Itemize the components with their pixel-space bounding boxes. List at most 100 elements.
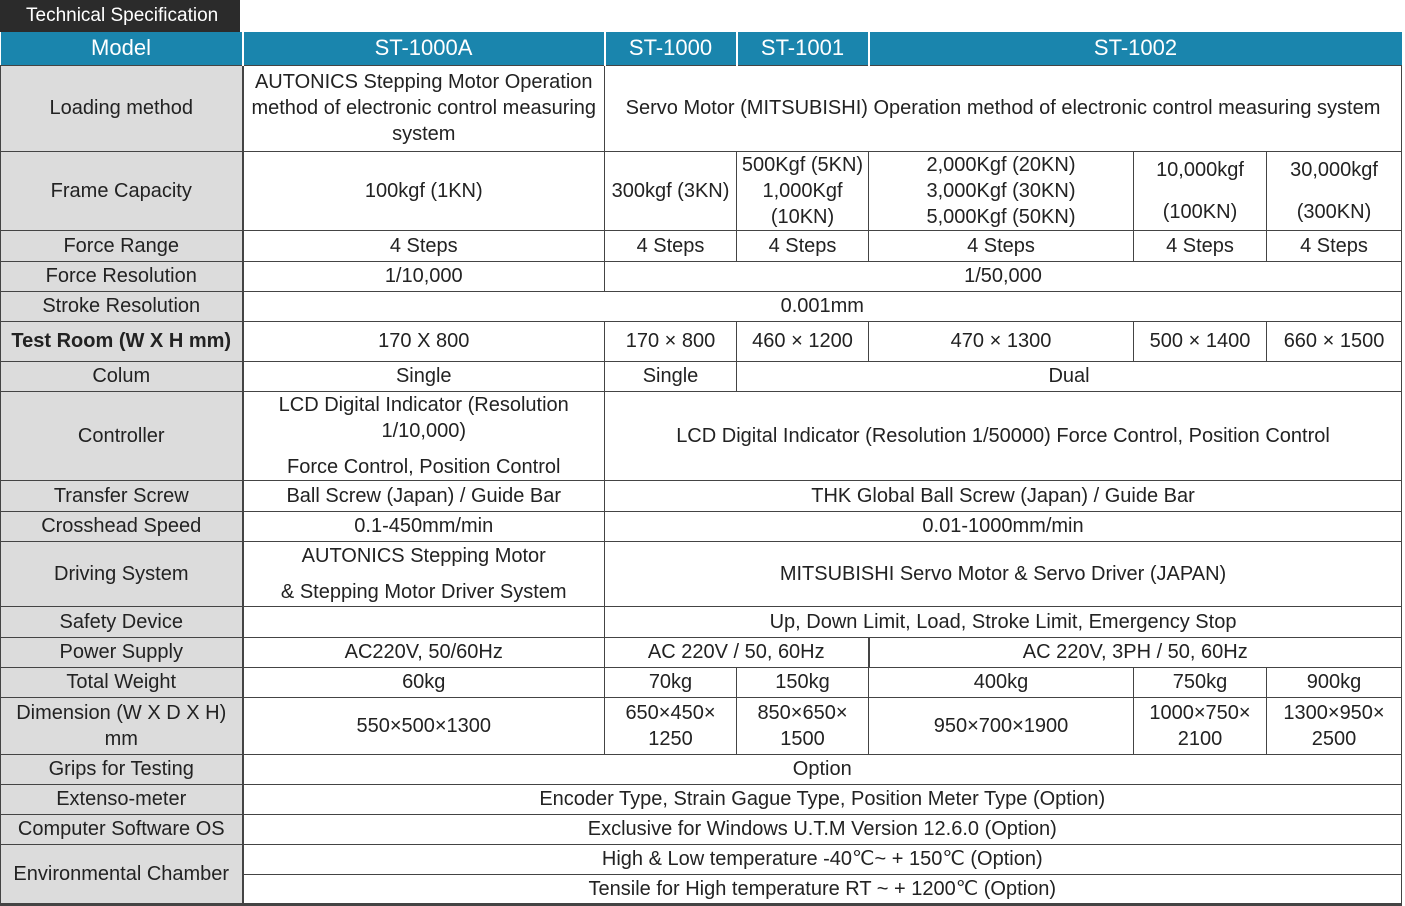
capacity-e-line2: (100KN) [1162, 200, 1238, 223]
header-model: Model [0, 32, 244, 65]
cell-test-room-e: 500 × 1400 [1133, 320, 1267, 362]
cell-weight-c: 150kg [736, 666, 869, 698]
label-crosshead-speed: Crosshead Speed [0, 510, 244, 542]
cell-dimension-b: 650×450× 1250 [604, 696, 737, 755]
cell-controller-a: LCD Digital Indicator (Resolution 1/10,0… [242, 390, 605, 481]
dimension-c-line2: 1500 [780, 727, 825, 750]
cell-power-def: AC 220V, 3PH / 50, 60Hz [867, 636, 1403, 668]
label-transfer-screw: Transfer Screw [0, 479, 244, 512]
dimension-c-line1: 850×650× [757, 701, 848, 724]
cell-test-room-d: 470 × 1300 [868, 320, 1134, 362]
dimension-b-line2: 1250 [648, 727, 693, 750]
header-row: Model ST-1000A ST-1000 ST-1001 ST-1002 [0, 32, 1402, 65]
label-power-supply: Power Supply [0, 636, 244, 668]
label-driving-system: Driving System [0, 540, 244, 607]
controller-a-line2: Force Control, Position Control [287, 455, 561, 478]
label-stroke-resolution: Stroke Resolution [0, 290, 244, 322]
cell-force-range-f: 4 Steps [1265, 229, 1403, 262]
cell-capacity-c: 500Kgf (5KN) 1,000Kgf (10KN) [736, 150, 869, 231]
dimension-b-line1: 650×450× [625, 701, 716, 724]
label-grips: Grips for Testing [0, 753, 244, 785]
row-power-supply: Power Supply AC220V, 50/60Hz AC 220V / 5… [0, 636, 1403, 668]
label-loading-method: Loading method [0, 64, 244, 152]
cell-software-all: Exclusive for Windows U.T.M Version 12.6… [241, 813, 1403, 845]
cell-transfer-rest: THK Global Ball Screw (Japan) / Guide Ba… [603, 479, 1403, 512]
cell-weight-d: 400kg [868, 666, 1134, 698]
row-crosshead-speed: Crosshead Speed 0.1-450mm/min 0.01-1000m… [0, 510, 1403, 542]
row-extenso-meter: Extenso-meter Encoder Type, Strain Gague… [0, 783, 1403, 815]
dimension-e-line2: 2100 [1177, 727, 1223, 750]
cell-speed-a: 0.1-450mm/min [242, 510, 605, 542]
cell-dimension-f: 1300×950× 2500 [1265, 696, 1403, 755]
cell-force-range-a: 4 Steps [242, 229, 605, 262]
label-frame-capacity: Frame Capacity [0, 150, 244, 231]
header-st-1001: ST-1001 [736, 32, 870, 65]
cell-driving-a: AUTONICS Stepping Motor & Stepping Motor… [242, 540, 605, 607]
cell-test-room-b: 170 × 800 [604, 320, 737, 362]
row-colum: Colum Single Single Dual [0, 360, 1403, 392]
driving-a-line1: AUTONICS Stepping Motor [301, 544, 546, 567]
cell-grips-all: Option [241, 753, 1403, 785]
label-force-range: Force Range [0, 229, 244, 262]
cell-stroke-res-all: 0.001mm [241, 290, 1403, 322]
row-dimension: Dimension (W X D X H) mm 550×500×1300 65… [0, 696, 1403, 755]
row-software-os: Computer Software OS Exclusive for Windo… [0, 813, 1403, 845]
cell-force-range-b: 4 Steps [604, 229, 737, 262]
cell-loading-rest: Servo Motor (MITSUBISHI) Operation metho… [603, 64, 1403, 152]
cell-test-room-f: 660 × 1500 [1265, 320, 1403, 362]
cell-safety-a [242, 605, 605, 638]
cell-driving-rest: MITSUBISHI Servo Motor & Servo Driver (J… [603, 540, 1403, 607]
cell-colum-rest: Dual [735, 360, 1403, 392]
dimension-f-line2: 2500 [1311, 727, 1357, 750]
cell-weight-f: 900kg [1265, 666, 1403, 698]
section-title-tab: Technical Specification [0, 0, 240, 32]
cell-power-bc: AC 220V / 50, 60Hz [604, 636, 870, 668]
capacity-f-line1: 30,000kgf [1290, 158, 1378, 181]
row-total-weight: Total Weight 60kg 70kg 150kg 400kg 750kg… [0, 666, 1403, 698]
label-colum: Colum [0, 360, 244, 392]
cell-capacity-f: 30,000kgf (300KN) [1265, 150, 1403, 231]
cell-force-range-e: 4 Steps [1133, 229, 1267, 262]
cell-test-room-a: 170 X 800 [242, 320, 605, 362]
cell-dimension-c: 850×650× 1500 [736, 696, 869, 755]
row-grips: Grips for Testing Option [0, 753, 1403, 785]
row-controller: Controller LCD Digital Indicator (Resolu… [0, 390, 1403, 481]
row-chamber-1: Environmental Chamber High & Low tempera… [0, 843, 1403, 905]
row-frame-capacity: Frame Capacity 100kgf (1KN) 300kgf (3KN)… [0, 150, 1403, 231]
cell-force-res-a: 1/10,000 [242, 260, 605, 292]
label-controller: Controller [0, 390, 244, 481]
row-test-room: Test Room (W X H mm) 170 X 800 170 × 800… [0, 320, 1403, 362]
cell-power-a: AC220V, 50/60Hz [242, 636, 605, 668]
cell-colum-a: Single [242, 360, 605, 392]
cell-safety-rest: Up, Down Limit, Load, Stroke Limit, Emer… [603, 605, 1403, 638]
cell-dimension-d: 950×700×1900 [868, 696, 1134, 755]
cell-controller-rest: LCD Digital Indicator (Resolution 1/5000… [603, 390, 1403, 481]
cell-weight-a: 60kg [242, 666, 605, 698]
cell-transfer-a: Ball Screw (Japan) / Guide Bar [242, 479, 605, 512]
cell-capacity-e: 10,000kgf (100KN) [1133, 150, 1267, 231]
row-safety-device: Safety Device Up, Down Limit, Load, Stro… [0, 605, 1403, 638]
capacity-d-line1: 2,000Kgf (20KN) [926, 153, 1076, 176]
capacity-e-line1: 10,000kgf [1156, 158, 1244, 181]
driving-a-line2: & Stepping Motor Driver System [280, 580, 567, 603]
header-st-1000: ST-1000 [604, 32, 738, 65]
cell-capacity-d: 2,000Kgf (20KN) 3,000Kgf (30KN) 5,000Kgf… [868, 150, 1134, 231]
row-transfer-screw: Transfer Screw Ball Screw (Japan) / Guid… [0, 479, 1403, 512]
row-force-range: Force Range 4 Steps 4 Steps 4 Steps 4 St… [0, 229, 1403, 262]
label-test-room: Test Room (W X H mm) [0, 320, 244, 362]
cell-test-room-c: 460 × 1200 [736, 320, 869, 362]
cell-force-res-rest: 1/50,000 [603, 260, 1403, 292]
dimension-e-line1: 1000×750× [1149, 701, 1251, 724]
capacity-c-line2: 1,000Kgf [762, 179, 843, 202]
label-force-resolution: Force Resolution [0, 260, 244, 292]
row-driving-system: Driving System AUTONICS Stepping Motor &… [0, 540, 1403, 607]
cell-chamber-line1: High & Low temperature -40℃~ + 150℃ (Opt… [241, 843, 1403, 875]
label-total-weight: Total Weight [0, 666, 244, 698]
header-st-1000a: ST-1000A [242, 32, 606, 65]
cell-dimension-e: 1000×750× 2100 [1133, 696, 1267, 755]
dimension-f-line1: 1300×950× [1283, 701, 1385, 724]
cell-extenso-all: Encoder Type, Strain Gague Type, Positio… [241, 783, 1403, 815]
label-dimension: Dimension (W X D X H) mm [0, 696, 244, 755]
spec-table: Model ST-1000A ST-1000 ST-1001 ST-1002 L… [0, 32, 1403, 906]
label-environmental-chamber: Environmental Chamber [0, 843, 244, 905]
